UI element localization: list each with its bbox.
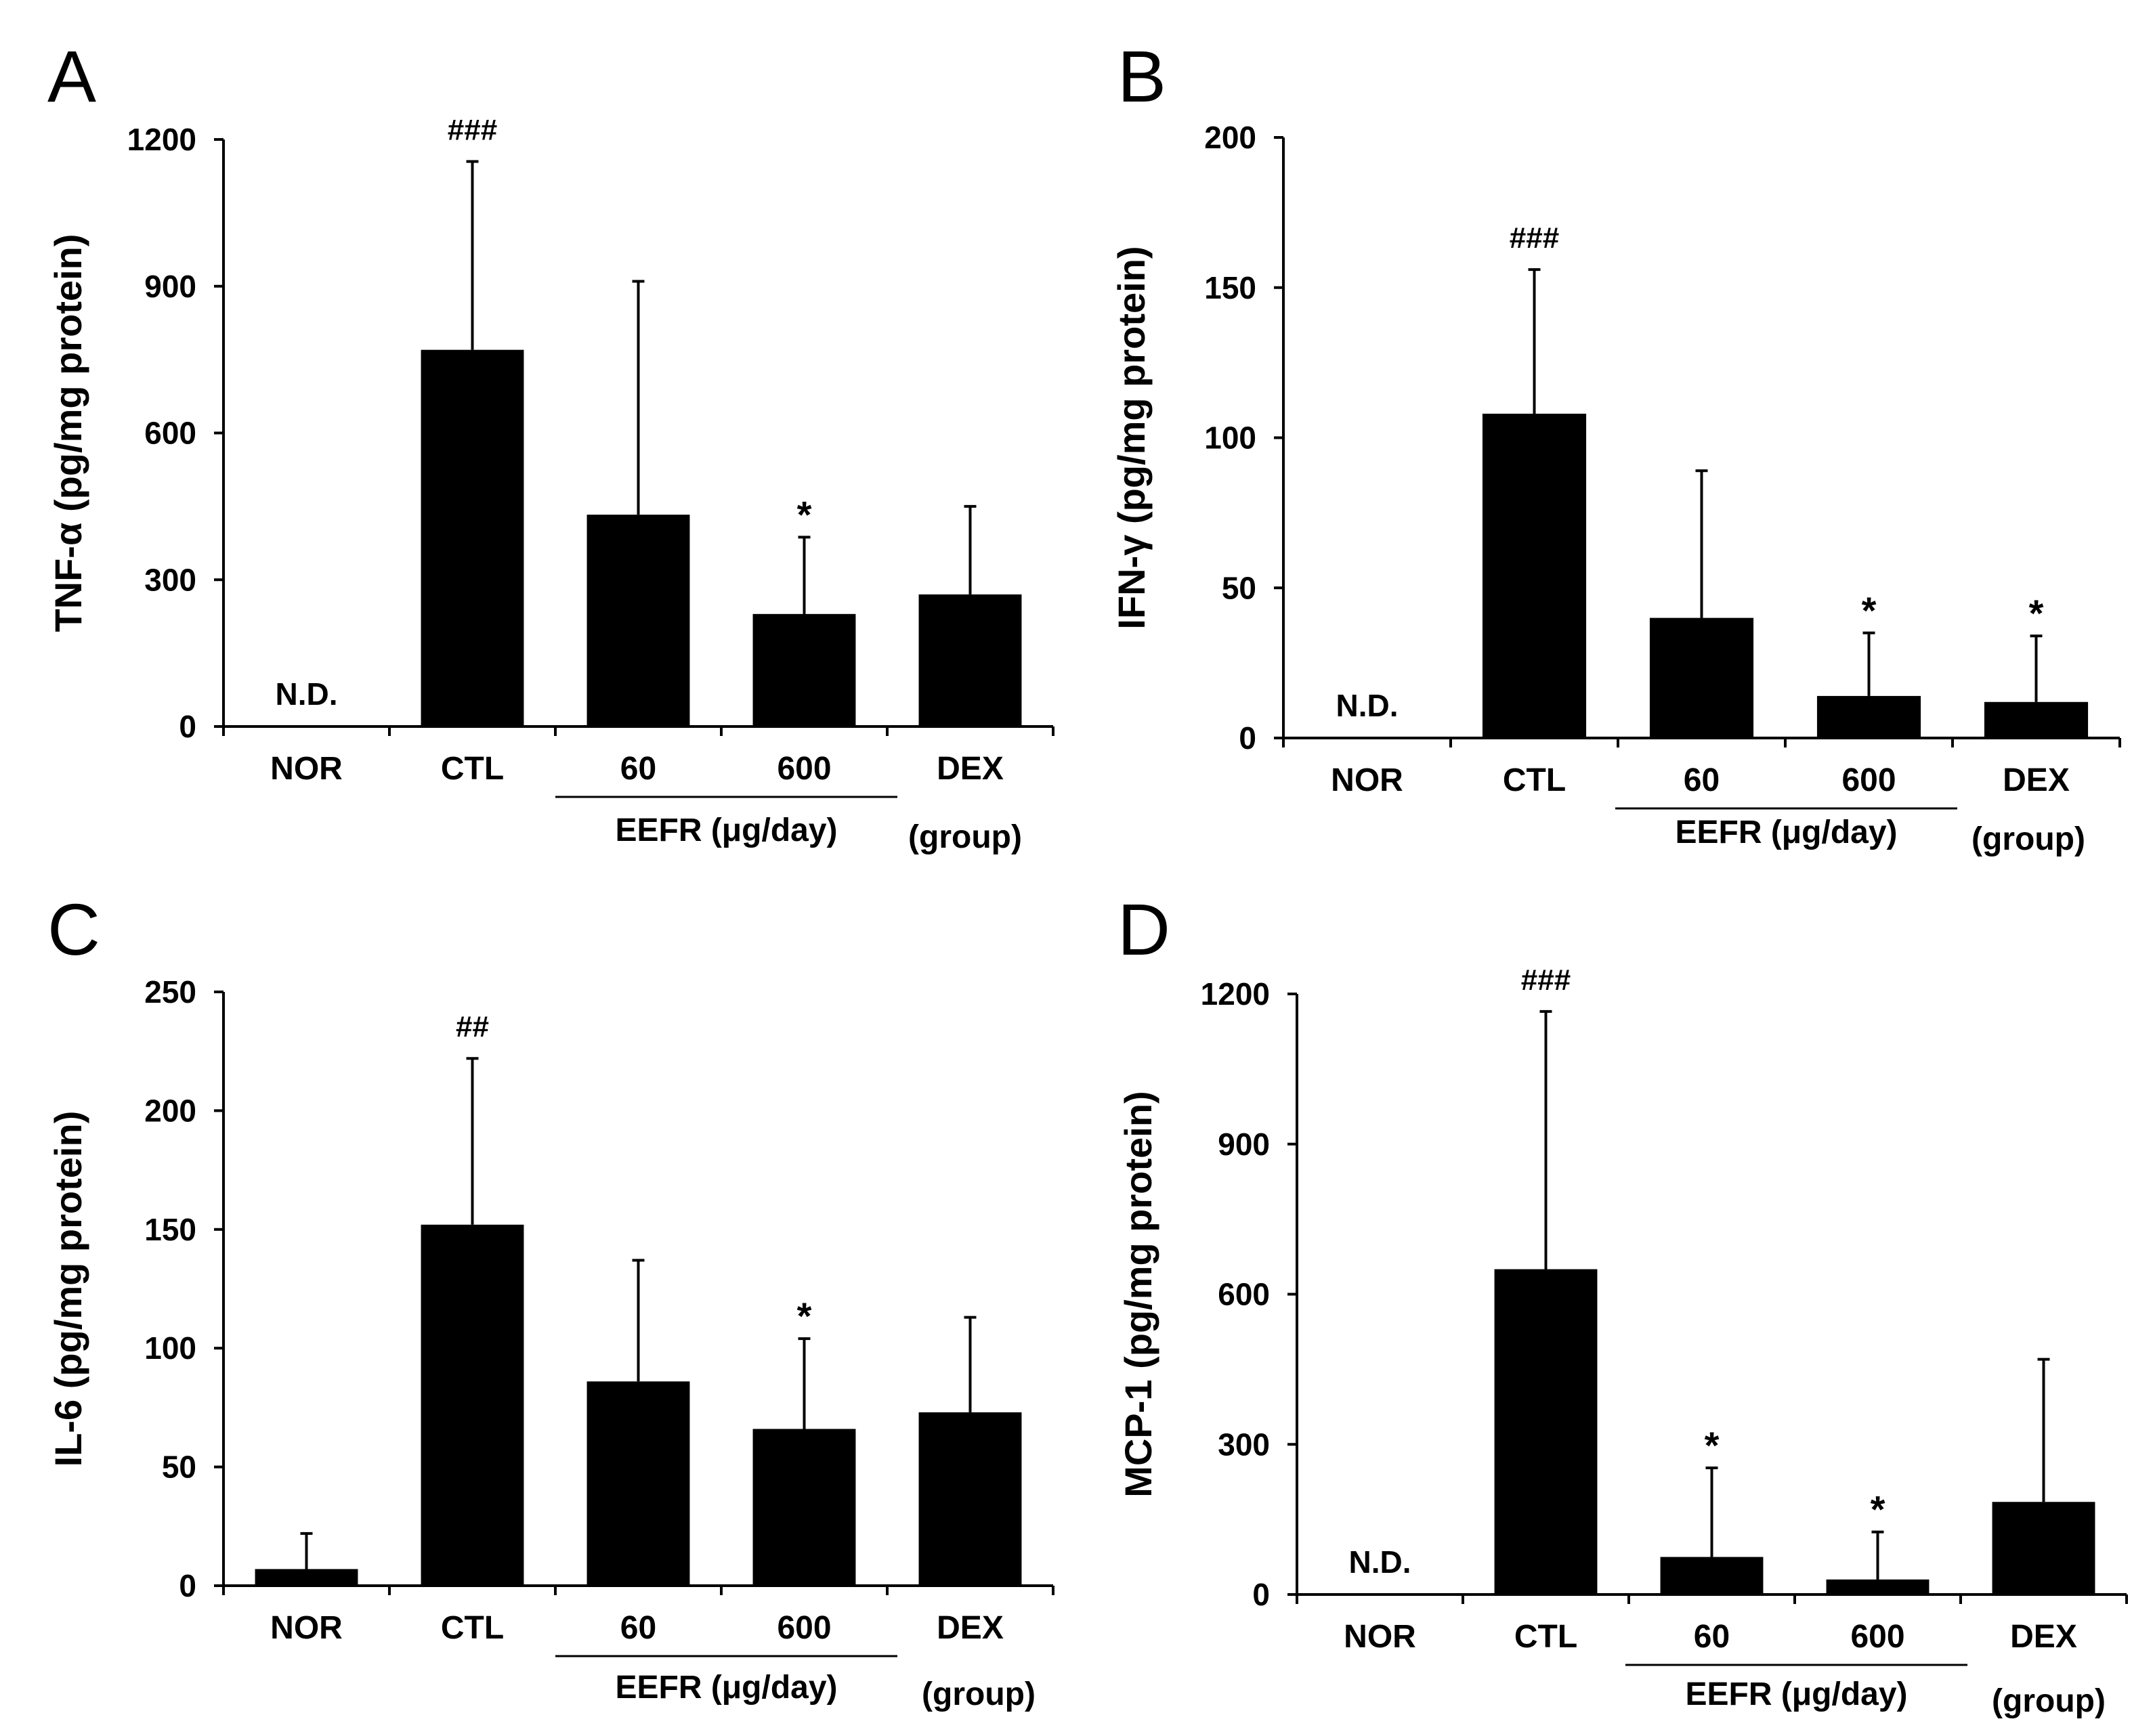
bar-600 xyxy=(752,1429,856,1586)
x-tick-label: NOR xyxy=(1344,1619,1416,1655)
x-tick-label: 60 xyxy=(620,751,656,787)
x-tick-label: CTL xyxy=(1514,1619,1577,1655)
panel-label: C xyxy=(47,888,100,970)
nd-label: N.D. xyxy=(1336,688,1399,723)
group-label: EEFR (μg/day) xyxy=(615,1670,837,1706)
significance-hash: ## xyxy=(456,1010,489,1043)
bar-dex xyxy=(918,1412,1022,1586)
y-tick-label: 200 xyxy=(144,1093,196,1128)
y-tick-label: 150 xyxy=(144,1212,196,1247)
y-tick-label: 0 xyxy=(179,709,196,744)
significance-hash: ### xyxy=(1521,963,1571,997)
x-tick-label: 600 xyxy=(1850,1619,1904,1655)
significance-star: * xyxy=(1862,589,1877,632)
group-label: EEFR (μg/day) xyxy=(1675,815,1897,850)
y-axis-title: MCP-1 (pg/mg protein) xyxy=(1117,1091,1159,1497)
significance-star: * xyxy=(797,1295,812,1337)
bar-60 xyxy=(587,1381,690,1586)
x-axis-title: (group) xyxy=(908,819,1022,855)
y-tick-label: 150 xyxy=(1204,270,1256,305)
significance-star: * xyxy=(1705,1424,1720,1467)
y-axis-title: IL-6 (pg/mg protein) xyxy=(47,1111,89,1467)
y-tick-label: 600 xyxy=(1218,1277,1270,1312)
y-tick-label: 250 xyxy=(144,974,196,1010)
significance-star: * xyxy=(2029,592,2044,634)
x-tick-label: DEX xyxy=(937,1610,1004,1646)
bar-60 xyxy=(1660,1557,1764,1594)
y-axis-title: TNF-α (pg/mg protein) xyxy=(47,234,89,632)
x-tick-label: 600 xyxy=(1841,762,1896,798)
significance-hash: ### xyxy=(448,114,497,147)
panel-a: A 0 300 600 900 1200 N.D. NOR ### CTL 60 * 600 DEX EEF… xyxy=(47,35,1054,855)
x-axis-title: (group) xyxy=(1971,821,2085,857)
x-tick-label: 60 xyxy=(620,1610,656,1646)
group-label: EEFR (μg/day) xyxy=(1685,1676,1907,1712)
y-tick-label: 300 xyxy=(1218,1427,1270,1462)
x-tick-label: NOR xyxy=(270,1610,343,1646)
bar-ctl xyxy=(421,1224,524,1586)
y-tick-label: 900 xyxy=(1218,1127,1270,1162)
panel-label: B xyxy=(1117,35,1166,117)
x-tick-label: DEX xyxy=(2010,1619,2077,1655)
y-tick-label: 600 xyxy=(144,416,196,451)
y-axis-title: IFN-γ (pg/mg protein) xyxy=(1110,246,1153,629)
bar-600 xyxy=(1816,695,1921,738)
x-tick-label: CTL xyxy=(441,1610,504,1646)
bar-nor xyxy=(255,1569,358,1586)
y-tick-label: 0 xyxy=(1239,720,1256,756)
bar-600 xyxy=(1826,1579,1930,1594)
y-tick-label: 900 xyxy=(144,269,196,304)
bar-600 xyxy=(752,613,856,726)
x-tick-label: CTL xyxy=(1503,762,1566,798)
x-tick-label: DEX xyxy=(2003,762,2070,798)
bar-dex xyxy=(1992,1502,2095,1594)
x-tick-label: NOR xyxy=(270,751,343,787)
panel-d: D 0 300 600 900 1200 N.D. NOR ### CTL * 60 * 600 DEX EE… xyxy=(1117,888,2128,1719)
y-tick-label: 300 xyxy=(144,562,196,597)
x-tick-label: CTL xyxy=(441,751,504,787)
y-tick-label: 1200 xyxy=(1201,976,1270,1012)
y-tick-label: 100 xyxy=(1204,420,1256,456)
significance-star: * xyxy=(1871,1488,1885,1531)
bar-60 xyxy=(587,515,690,726)
y-tick-label: 0 xyxy=(1252,1577,1270,1612)
x-tick-label: 600 xyxy=(777,751,831,787)
y-tick-label: 200 xyxy=(1204,120,1256,155)
y-tick-label: 0 xyxy=(179,1568,196,1603)
y-tick-label: 100 xyxy=(144,1330,196,1366)
panel-label: A xyxy=(47,35,96,117)
y-tick-label: 50 xyxy=(1222,570,1256,605)
x-tick-label: 60 xyxy=(1694,1619,1730,1655)
x-tick-label: 60 xyxy=(1684,762,1720,798)
y-tick-label: 50 xyxy=(162,1450,196,1485)
x-tick-label: NOR xyxy=(1331,762,1403,798)
nd-label: N.D. xyxy=(1349,1544,1411,1580)
bar-ctl xyxy=(1494,1269,1598,1594)
significance-star: * xyxy=(797,493,812,536)
bar-60 xyxy=(1649,617,1754,738)
bar-dex xyxy=(918,594,1022,726)
panel-label: D xyxy=(1117,888,1170,970)
bar-ctl xyxy=(1482,414,1587,738)
nd-label: N.D. xyxy=(276,676,338,712)
significance-hash: ### xyxy=(1510,221,1559,255)
x-tick-label: 600 xyxy=(777,1610,831,1646)
x-tick-label: DEX xyxy=(937,751,1004,787)
x-axis-title: (group) xyxy=(1992,1683,2106,1719)
x-axis-title: (group) xyxy=(922,1676,1036,1712)
panel-b: B 0 50 100 150 200 N.D. NOR ### CTL 60 * 600 * DEX EEFR… xyxy=(1110,35,2121,857)
panel-c: C 0 50 100 150 200 250 NOR ## CTL 60 * 600 DEX EEFR (μ… xyxy=(47,888,1054,1712)
bar-dex xyxy=(1984,701,2089,738)
group-label: EEFR (μg/day) xyxy=(615,812,837,848)
y-tick-label: 1200 xyxy=(127,122,196,157)
bar-ctl xyxy=(421,349,524,726)
